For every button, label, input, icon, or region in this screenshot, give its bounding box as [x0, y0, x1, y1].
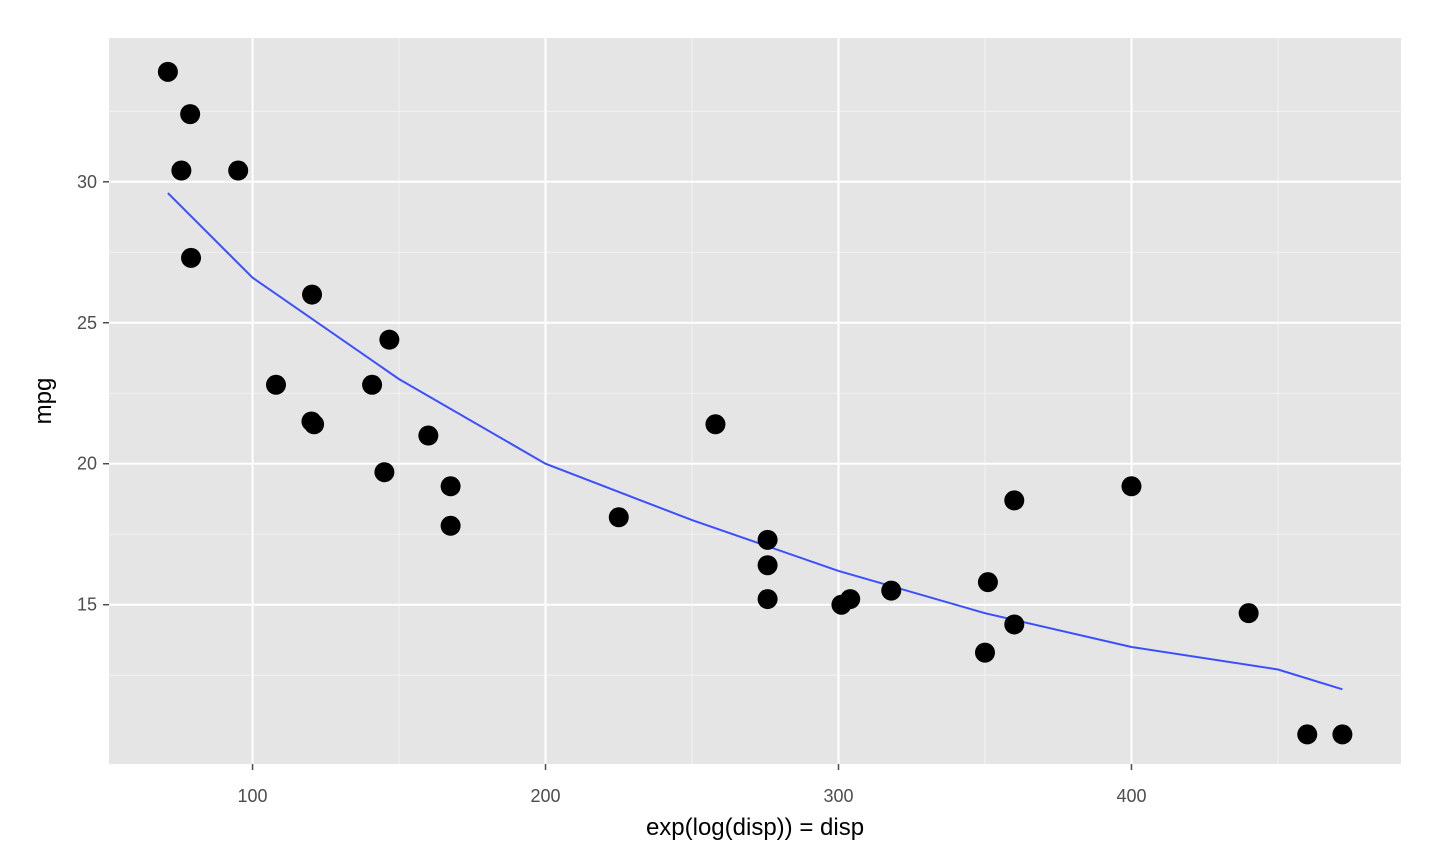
- x-axis-title: exp(log(disp)) = disp: [646, 814, 864, 841]
- y-tick-label: 20: [77, 454, 97, 474]
- data-point: [418, 425, 439, 446]
- data-point: [379, 329, 400, 350]
- data-point: [705, 414, 726, 435]
- data-point: [440, 515, 461, 536]
- data-point: [757, 529, 778, 550]
- data-point: [301, 411, 322, 432]
- data-point: [977, 572, 998, 593]
- data-point: [374, 462, 395, 483]
- data-point: [265, 374, 286, 395]
- data-point: [228, 160, 249, 181]
- x-tick-label: 400: [1116, 786, 1146, 806]
- data-point: [362, 374, 383, 395]
- data-point: [974, 642, 995, 663]
- data-point: [757, 589, 778, 610]
- data-point: [608, 507, 629, 528]
- grid-major: [109, 38, 1401, 764]
- y-tick-label: 30: [77, 172, 97, 192]
- y-tick-label: 15: [77, 595, 97, 615]
- y-tick-label: 25: [77, 313, 97, 333]
- data-point: [1004, 490, 1025, 511]
- data-point: [171, 160, 192, 181]
- y-axis-title: mpg: [30, 378, 57, 425]
- data-point: [1004, 614, 1025, 635]
- x-tick-label: 200: [531, 786, 561, 806]
- points-layer: [157, 61, 1353, 745]
- y-axis: 15 20 25 30: [77, 172, 109, 615]
- plot-panel: [109, 38, 1401, 764]
- data-point: [1121, 476, 1142, 497]
- data-point: [1332, 724, 1353, 745]
- data-point: [181, 247, 202, 268]
- x-tick-label: 300: [823, 786, 853, 806]
- grid-minor: [109, 38, 1401, 764]
- data-point: [440, 476, 461, 497]
- data-point: [881, 580, 902, 601]
- data-point: [302, 284, 323, 305]
- x-axis: 100 200 300 400: [238, 764, 1146, 806]
- data-point: [757, 555, 778, 576]
- data-point: [1297, 724, 1318, 745]
- data-point: [1238, 603, 1259, 624]
- data-point: [180, 104, 201, 125]
- data-point: [157, 61, 178, 82]
- x-tick-label: 100: [238, 786, 268, 806]
- data-point: [831, 594, 852, 615]
